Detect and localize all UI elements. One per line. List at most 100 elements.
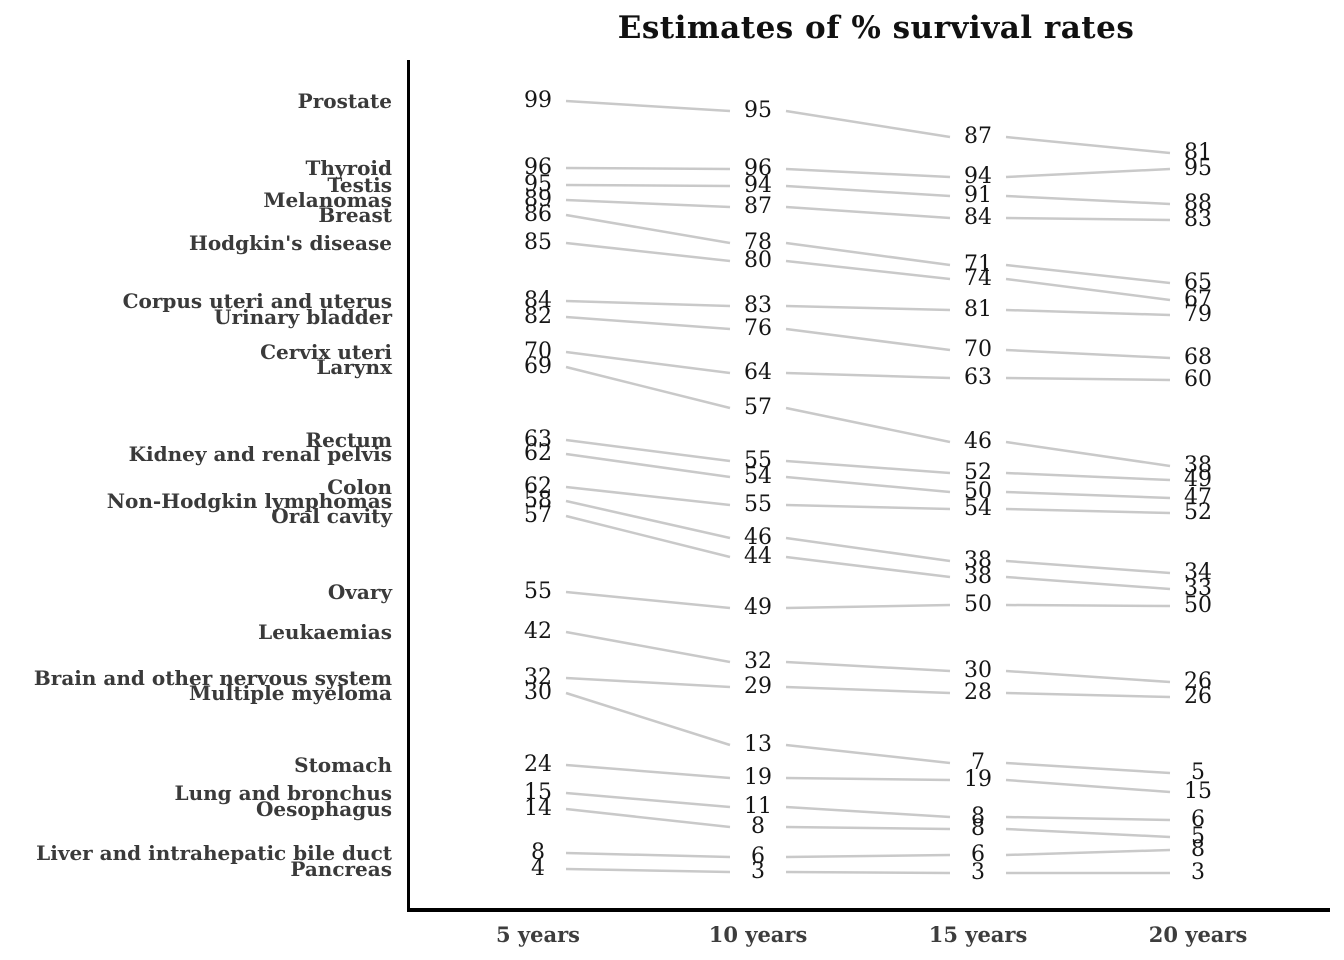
slope-segment bbox=[785, 536, 951, 563]
value-label: 63 bbox=[964, 365, 992, 390]
value-label: 55 bbox=[744, 492, 772, 517]
x-tick-label: 10 years bbox=[708, 922, 808, 947]
slope-segment bbox=[565, 166, 731, 171]
value-label: 52 bbox=[1184, 500, 1212, 525]
value-label: 86 bbox=[524, 202, 552, 227]
value-label: 3 bbox=[751, 859, 765, 884]
x-tick-label: 20 years bbox=[1148, 922, 1248, 947]
value-label: 57 bbox=[524, 503, 552, 528]
value-label: 7 bbox=[971, 750, 985, 775]
value-label: 76 bbox=[744, 316, 772, 341]
slope-segment bbox=[565, 867, 731, 874]
value-label: 83 bbox=[1184, 207, 1212, 232]
value-label: 38 bbox=[1184, 453, 1212, 478]
value-label: 42 bbox=[524, 619, 552, 644]
slope-segment bbox=[1005, 216, 1171, 222]
slope-segment bbox=[785, 475, 951, 494]
row-label: Leukaemias bbox=[258, 620, 392, 644]
value-label: 54 bbox=[964, 496, 992, 521]
slope-segment bbox=[1005, 575, 1171, 591]
slope-segment bbox=[565, 99, 731, 113]
slope-segment bbox=[565, 851, 731, 859]
row-label: Testis bbox=[327, 173, 392, 197]
value-label: 52 bbox=[964, 460, 992, 485]
value-label: 47 bbox=[1184, 485, 1212, 510]
slope-segment bbox=[1005, 778, 1171, 794]
slope-segment bbox=[1005, 507, 1171, 515]
value-label: 8 bbox=[751, 814, 765, 839]
row-label: Prostate bbox=[297, 89, 392, 113]
value-label: 50 bbox=[964, 479, 992, 504]
value-label: 79 bbox=[1184, 302, 1212, 327]
value-label: 8 bbox=[971, 804, 985, 829]
row-label: Melanomas bbox=[263, 188, 392, 212]
value-label: 19 bbox=[964, 767, 992, 792]
value-label: 85 bbox=[524, 230, 552, 255]
value-label: 95 bbox=[744, 98, 772, 123]
value-label: 46 bbox=[744, 525, 772, 550]
value-label: 50 bbox=[1184, 593, 1212, 618]
slope-segment bbox=[785, 304, 951, 312]
slope-segment bbox=[565, 452, 731, 479]
slope-segment bbox=[785, 371, 951, 380]
row-label: Kidney and renal pelvis bbox=[128, 442, 392, 466]
slope-segment bbox=[565, 590, 731, 610]
value-label: 6 bbox=[971, 842, 985, 867]
value-label: 32 bbox=[524, 665, 552, 690]
value-label: 30 bbox=[964, 658, 992, 683]
slope-segment bbox=[1005, 669, 1171, 684]
value-label: 33 bbox=[1184, 576, 1212, 601]
value-label: 64 bbox=[744, 360, 772, 385]
slope-segment bbox=[785, 184, 951, 198]
value-label: 14 bbox=[524, 796, 552, 821]
slope-segment bbox=[565, 691, 731, 747]
slope-segment bbox=[785, 109, 951, 139]
slope-segment bbox=[785, 743, 951, 765]
slope-segment bbox=[1005, 194, 1171, 206]
value-label: 6 bbox=[1191, 807, 1205, 832]
slope-segment bbox=[565, 365, 731, 410]
value-label: 24 bbox=[524, 752, 552, 777]
slope-segment bbox=[565, 514, 731, 559]
slope-segment bbox=[565, 630, 731, 664]
slope-segment bbox=[565, 485, 731, 507]
value-label: 15 bbox=[1184, 779, 1212, 804]
slope-segment bbox=[565, 299, 731, 308]
row-label: Colon bbox=[327, 475, 392, 499]
slope-segment bbox=[1005, 440, 1171, 468]
slope-segment bbox=[565, 791, 731, 809]
value-label: 89 bbox=[524, 187, 552, 212]
slope-segment bbox=[565, 183, 731, 188]
slope-segment bbox=[785, 406, 951, 444]
row-label: Pancreas bbox=[290, 857, 392, 881]
row-label: Brain and other nervous system bbox=[33, 666, 392, 690]
row-label: Oral cavity bbox=[271, 504, 392, 528]
value-label: 99 bbox=[524, 88, 552, 113]
slope-segment bbox=[1005, 848, 1171, 857]
value-label: 29 bbox=[744, 674, 772, 699]
value-label: 8 bbox=[531, 840, 545, 865]
value-label: 49 bbox=[1184, 467, 1212, 492]
slope-segment bbox=[785, 241, 951, 267]
slope-segment bbox=[1005, 471, 1171, 482]
value-label: 81 bbox=[1184, 140, 1212, 165]
value-label: 46 bbox=[964, 429, 992, 454]
value-label: 8 bbox=[971, 816, 985, 841]
value-label: 70 bbox=[524, 339, 552, 364]
value-label: 62 bbox=[524, 474, 552, 499]
value-label: 50 bbox=[964, 592, 992, 617]
row-label: Breast bbox=[318, 203, 392, 227]
slope-segment bbox=[565, 213, 731, 245]
slope-segment bbox=[565, 350, 731, 375]
value-label: 69 bbox=[524, 354, 552, 379]
value-label: 62 bbox=[524, 441, 552, 466]
row-label: Ovary bbox=[327, 580, 392, 604]
value-label: 11 bbox=[744, 794, 772, 819]
slope-segment bbox=[1005, 691, 1171, 699]
slope-segment bbox=[565, 241, 731, 263]
value-label: 4 bbox=[531, 856, 545, 881]
value-label: 84 bbox=[524, 288, 552, 313]
slope-segment bbox=[1005, 167, 1171, 179]
x-tick-label: 15 years bbox=[928, 922, 1028, 947]
